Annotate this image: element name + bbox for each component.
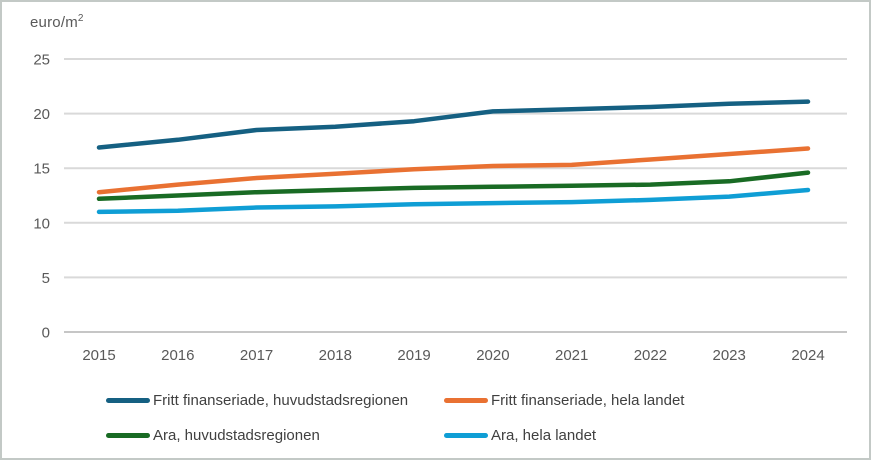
line-chart-plot: 0 5 10 15 20 25 2015 2016 2017 2018 2019 2020 2021 20… bbox=[33, 52, 847, 364]
unit-text: euro/m bbox=[30, 14, 78, 31]
legend-item-fritt-finanseriade-huvudstadsregionen: Fritt finanseriade, huvudstadsregionen bbox=[106, 391, 408, 409]
legend-line-swatch-icon bbox=[444, 397, 488, 403]
x-axis-tick-label: 2020 bbox=[476, 347, 509, 364]
series-line bbox=[96, 170, 811, 202]
x-axis-tick-label: 2016 bbox=[161, 347, 194, 364]
series-line bbox=[96, 99, 811, 150]
unit-exponent: 2 bbox=[77, 13, 84, 24]
x-axis-tick-label: 2023 bbox=[713, 347, 746, 364]
x-axis-tick-label: 2022 bbox=[634, 347, 667, 364]
y-axis-unit-label: euro/m2 bbox=[30, 13, 84, 32]
x-axis-tick-label: 2021 bbox=[555, 347, 588, 364]
legend-label: Fritt finanseriade, hela landet bbox=[491, 391, 685, 409]
legend-item-ara-huvudstadsregionen: Ara, huvudstadsregionen bbox=[106, 426, 320, 444]
legend-label: Ara, huvudstadsregionen bbox=[153, 426, 320, 444]
y-axis-tick-label: 20 bbox=[33, 106, 50, 123]
legend-label: Fritt finanseriade, huvudstadsregionen bbox=[153, 391, 409, 409]
x-axis-tick-label: 2015 bbox=[82, 347, 115, 364]
x-axis-tick-label: 2017 bbox=[240, 347, 273, 364]
y-axis-tick-label: 5 bbox=[42, 270, 50, 287]
x-axis-tick-label: 2018 bbox=[319, 347, 352, 364]
y-axis-tick-label: 0 bbox=[42, 325, 50, 342]
x-axis-tick-label: 2019 bbox=[397, 347, 430, 364]
legend-line-swatch-icon bbox=[444, 432, 488, 438]
legend-line-swatch-icon bbox=[106, 432, 150, 438]
legend-label: Ara, hela landet bbox=[491, 426, 597, 444]
x-axis-tick-label: 2024 bbox=[791, 347, 824, 364]
y-axis-tick-label: 10 bbox=[33, 215, 50, 232]
legend-item-fritt-finanseriade-hela-landet: Fritt finanseriade, hela landet bbox=[444, 391, 684, 409]
series-line bbox=[96, 146, 811, 195]
y-axis-tick-label: 25 bbox=[33, 52, 50, 69]
legend-line-swatch-icon bbox=[106, 397, 150, 403]
y-axis-tick-label: 15 bbox=[33, 161, 50, 178]
legend-item-ara-hela-landet: Ara, hela landet bbox=[444, 426, 596, 444]
series-line bbox=[96, 187, 811, 215]
